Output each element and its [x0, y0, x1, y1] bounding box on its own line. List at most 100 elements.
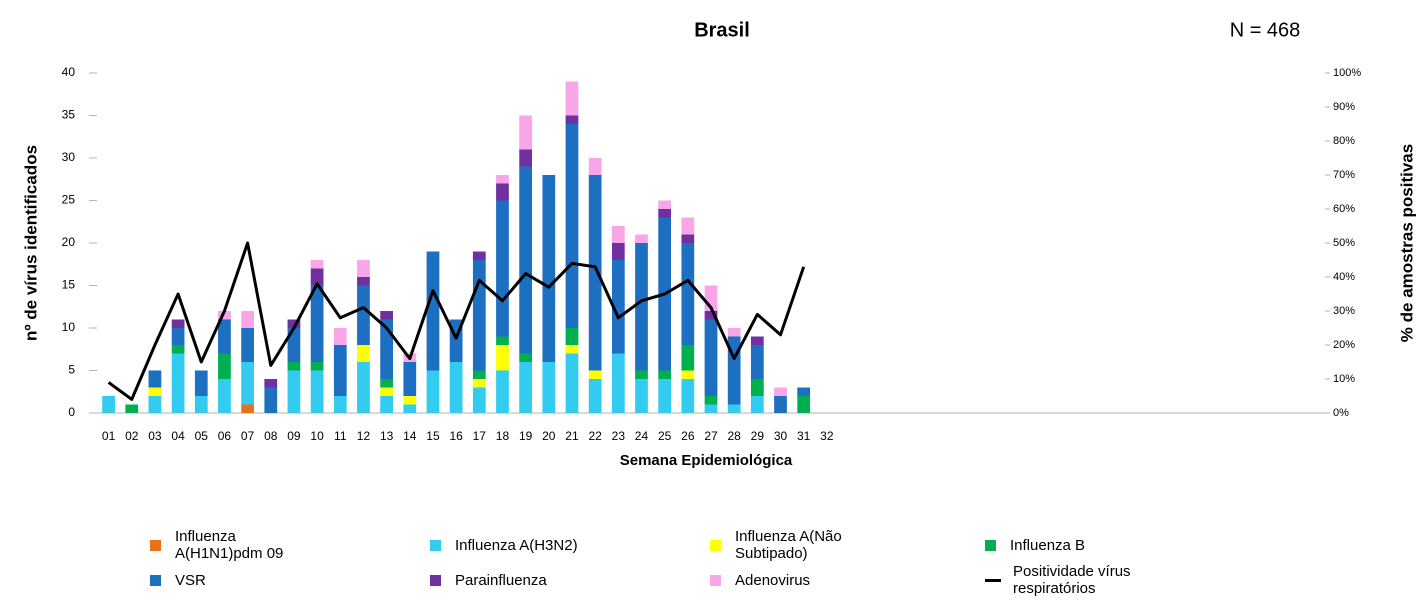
x-tick-label: 07: [241, 429, 255, 443]
legend-label: Adenovirus: [735, 571, 811, 589]
bar-segment: [704, 404, 718, 413]
bar-segment: [611, 226, 625, 243]
y2-tick-label: 0%: [1333, 407, 1349, 419]
bar-segment: [357, 345, 370, 362]
bar-segment: [264, 379, 278, 388]
legend-swatch: [430, 574, 441, 586]
y-tick-label: 30: [62, 150, 76, 164]
legend-item: Influenza A(H3N2): [430, 528, 680, 562]
legend-swatch: [710, 539, 721, 551]
bar-segment: [333, 328, 347, 345]
bar-segment: [565, 124, 579, 328]
bar-segment: [357, 277, 370, 286]
bar-segment: [171, 353, 185, 413]
bar-segment: [681, 234, 695, 243]
bar-segment: [472, 370, 486, 379]
legend-item: Influenza A(H1N1)pdm 09: [150, 528, 400, 562]
bar-segment: [635, 370, 648, 379]
bar-segment: [565, 328, 579, 345]
bar-segment: [472, 379, 486, 388]
bar-segment: [472, 251, 486, 260]
bar-segment: [658, 379, 672, 413]
x-tick-label: 11: [334, 429, 347, 443]
bar-segment: [171, 345, 185, 354]
x-tick-label: 27: [704, 429, 718, 443]
bar-segment: [519, 166, 533, 354]
bar-segment: [565, 115, 579, 124]
bar-segment: [380, 396, 393, 413]
y-tick-label: 10: [62, 320, 76, 334]
bar-segment: [588, 158, 602, 175]
legend-label: VSR: [175, 571, 206, 589]
bar-segment: [194, 370, 208, 396]
bar-segment: [519, 149, 533, 167]
legend-label: Positividade vírus respiratórios: [1013, 563, 1131, 597]
bar-segment: [635, 379, 648, 413]
bar-segment: [403, 404, 417, 413]
line: [107, 241, 806, 401]
bar-segment: [218, 319, 231, 354]
bar-segment: [310, 268, 324, 286]
x-tick-label: 24: [635, 429, 649, 443]
bar-segment: [542, 362, 556, 413]
x-tick-label: 25: [658, 429, 672, 443]
bar-segment: [264, 387, 278, 413]
x-tick-label: 26: [681, 429, 695, 443]
bar-segment: [333, 345, 347, 396]
y-tick-label: 15: [62, 278, 76, 292]
bar-segment: [565, 345, 579, 354]
y-tick-label: 25: [62, 193, 76, 207]
bar-segment: [611, 353, 625, 413]
bar-segment: [241, 311, 254, 328]
bar-segment: [194, 396, 208, 413]
x-tick-label: 06: [218, 429, 232, 443]
bar-segment: [496, 345, 509, 371]
x-tick-label: 31: [797, 429, 811, 443]
bar-segment: [218, 311, 231, 320]
bar-segment: [658, 200, 672, 209]
y-tick-label: 5: [68, 363, 75, 377]
legend-swatch: [985, 539, 996, 551]
x-tick-label: 28: [727, 429, 741, 443]
bar-segment: [357, 362, 370, 413]
bar-segment: [588, 175, 602, 371]
x-tick-label: 05: [195, 429, 209, 443]
y2-tick-label: 10%: [1333, 373, 1355, 385]
bar-segment: [287, 362, 301, 371]
bar-segment: [774, 387, 787, 396]
x-tick-label: 09: [287, 429, 301, 443]
x-tick-label: 18: [496, 429, 510, 443]
legend-label: Influenza A(H3N2): [455, 536, 578, 554]
bar-segment: [241, 328, 254, 362]
bar-segment: [681, 370, 695, 379]
x-tick-label: 29: [751, 429, 765, 443]
bar-segment: [635, 234, 648, 243]
bar-segment: [310, 285, 324, 362]
y-tick-label: 0: [68, 405, 75, 419]
y2-tick-label: 100%: [1333, 67, 1361, 79]
bar-segment: [472, 387, 486, 413]
bar-segment: [519, 115, 533, 150]
legend-label: Influenza A(H1N1)pdm 09: [175, 528, 284, 562]
bar-segment: [287, 328, 301, 362]
bar-segment: [102, 396, 115, 413]
legend-label: Influenza A(Não Subtipado): [735, 528, 842, 562]
bar-segment: [171, 328, 185, 345]
x-tick-label: 04: [171, 429, 185, 443]
bar-segment: [750, 336, 764, 345]
x-tick-label: 10: [310, 429, 324, 443]
x-tick-label: 22: [588, 429, 602, 443]
bar-segment: [658, 370, 672, 379]
y-tick-label: 40: [62, 65, 76, 79]
bar-segment: [218, 379, 231, 413]
bar-segment: [588, 370, 602, 379]
bar-segment: [681, 345, 695, 371]
legend-swatch: [150, 539, 161, 551]
legend-item: Positividade vírus respiratórios: [985, 563, 1235, 597]
bar-segment: [241, 362, 254, 405]
x-tick-label: 16: [449, 429, 463, 443]
bar-segment: [310, 370, 324, 413]
bar-segment: [797, 396, 811, 413]
bar-segment: [565, 353, 579, 413]
